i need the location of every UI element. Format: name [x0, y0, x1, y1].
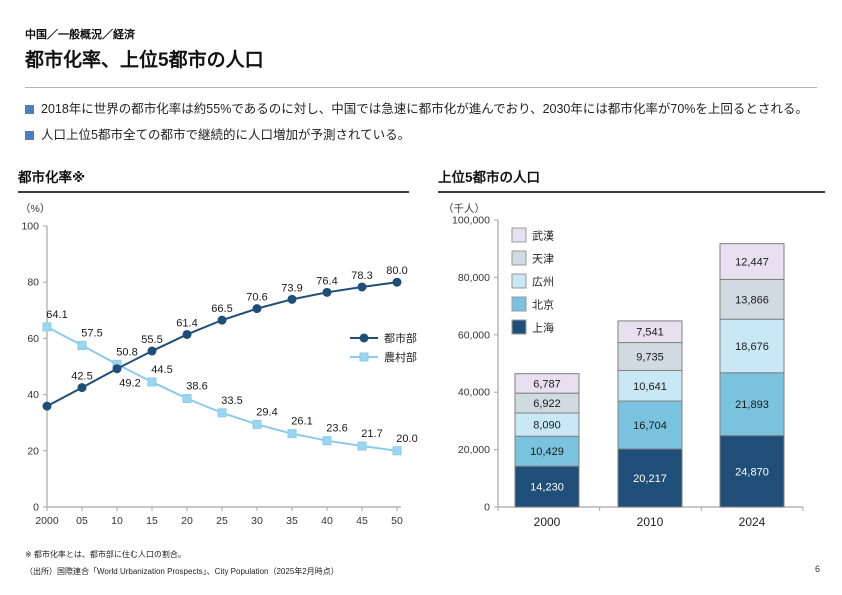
svg-text:0: 0	[484, 502, 490, 514]
bar-2024: 24,870 21,893 18,676 13,866 12,447	[719, 243, 785, 508]
svg-text:天津: 天津	[532, 253, 554, 266]
svg-text:13,866: 13,866	[735, 294, 769, 306]
svg-text:12,447: 12,447	[735, 257, 769, 269]
svg-text:20: 20	[27, 445, 39, 457]
svg-text:都市部: 都市部	[384, 331, 417, 345]
svg-text:武漢: 武漢	[532, 230, 554, 243]
svg-text:広州: 広州	[532, 276, 554, 289]
footnote-source: （出所）国際連合「World Urbanization Prospects」、C…	[25, 567, 339, 576]
title-divider	[25, 87, 817, 88]
svg-text:35: 35	[286, 515, 298, 527]
svg-text:61.4: 61.4	[176, 317, 197, 329]
bullet-item: 人口上位5都市全ての都市で継続的に人口増加が予測されている。	[25, 126, 820, 145]
svg-text:55.5: 55.5	[141, 334, 162, 346]
svg-text:2000: 2000	[534, 515, 561, 529]
svg-text:9,735: 9,735	[636, 352, 664, 364]
svg-text:40: 40	[27, 389, 39, 401]
svg-text:42.5: 42.5	[71, 371, 92, 383]
svg-text:57.5: 57.5	[81, 327, 102, 339]
svg-text:44.5: 44.5	[151, 364, 172, 376]
svg-text:8,090: 8,090	[533, 420, 561, 432]
svg-text:10,641: 10,641	[633, 381, 667, 393]
bullet-square-icon	[25, 105, 34, 114]
page-number: 6	[814, 564, 820, 574]
svg-text:33.5: 33.5	[221, 395, 242, 407]
series-農村部: 64.1 57.5 50.8 44.5 38.6 33.5 29.4 26.1 23.6 21.7…	[42, 309, 418, 456]
line-chart-unit-label: （%）	[20, 203, 51, 215]
bullet-item: 2018年に世界の都市化率は約55%であるのに対し、中国では急速に都市化が進んで…	[25, 100, 820, 119]
summary-bullets: 2018年に世界の都市化率は約55%であるのに対し、中国では急速に都市化が進んで…	[25, 100, 820, 153]
breadcrumb: 中国／一般概況／経済	[25, 29, 135, 41]
svg-text:20,217: 20,217	[633, 473, 667, 485]
footnote-definition: ※ 都市化率とは、都市部に住む人口の割合。	[25, 550, 186, 559]
urbanization-line-chart: 0 20 40 60 80 100 2000 05 10 15 20 25 30 35 40 45 50 64.1…	[21, 221, 418, 528]
svg-text:上海: 上海	[532, 321, 554, 335]
svg-text:2024: 2024	[739, 515, 766, 529]
svg-text:25: 25	[216, 515, 228, 527]
svg-text:80: 80	[27, 277, 39, 289]
svg-text:北京: 北京	[532, 298, 554, 312]
svg-text:10,429: 10,429	[530, 446, 564, 458]
svg-text:24,870: 24,870	[735, 466, 769, 478]
svg-text:21,893: 21,893	[735, 399, 769, 411]
svg-text:40,000: 40,000	[458, 387, 490, 399]
line-chart-axes: 0 20 40 60 80 100 2000 05 10 15 20 25 30 35 40 45 50	[21, 221, 403, 528]
svg-text:45: 45	[356, 515, 368, 527]
svg-text:38.6: 38.6	[186, 381, 207, 393]
svg-text:76.4: 76.4	[316, 275, 337, 287]
bullet-text: 人口上位5都市全ての都市で継続的に人口増加が予測されている。	[41, 128, 411, 143]
svg-text:73.9: 73.9	[281, 282, 302, 294]
svg-text:20,000: 20,000	[458, 444, 490, 456]
svg-text:20.0: 20.0	[396, 433, 417, 445]
svg-text:23.6: 23.6	[326, 423, 347, 435]
svg-text:6,787: 6,787	[533, 378, 561, 390]
svg-text:26.1: 26.1	[291, 416, 312, 428]
svg-text:100: 100	[21, 221, 39, 233]
svg-text:50.8: 50.8	[116, 346, 137, 358]
page-title: 都市化率、上位5都市の人口	[25, 50, 264, 71]
svg-text:農村部: 農村部	[384, 350, 417, 364]
bullet-square-icon	[25, 131, 34, 141]
svg-text:40: 40	[321, 515, 333, 527]
svg-text:16,704: 16,704	[633, 420, 667, 432]
svg-text:2010: 2010	[637, 515, 664, 529]
svg-text:10: 10	[111, 515, 123, 527]
svg-text:14,230: 14,230	[530, 482, 564, 494]
svg-text:21.7: 21.7	[361, 428, 382, 440]
svg-text:50: 50	[391, 515, 403, 527]
svg-text:100,000: 100,000	[452, 215, 490, 227]
svg-text:70.6: 70.6	[246, 292, 267, 304]
bar-chart-title: 上位5都市の人口	[438, 166, 825, 193]
svg-text:6,922: 6,922	[533, 398, 561, 410]
bar-chart-unit-label: （千人）	[443, 203, 485, 215]
svg-text:2000: 2000	[35, 515, 59, 527]
svg-text:18,676: 18,676	[735, 341, 769, 353]
svg-text:20: 20	[181, 515, 193, 527]
bullet-text: 2018年に世界の都市化率は約55%であるのに対し、中国では急速に都市化が進んで…	[41, 102, 808, 116]
svg-text:78.3: 78.3	[351, 270, 372, 282]
svg-text:0: 0	[33, 502, 39, 514]
bar-2000: 14,230 10,429 8,090 6,922 6,787	[514, 373, 580, 508]
svg-text:49.2: 49.2	[119, 378, 140, 390]
svg-text:80.0: 80.0	[386, 265, 407, 277]
svg-text:29.4: 29.4	[256, 406, 277, 418]
svg-text:80,000: 80,000	[458, 272, 490, 284]
line-chart-title: 都市化率※	[18, 166, 409, 193]
svg-text:64.1: 64.1	[46, 309, 67, 321]
svg-text:7,541: 7,541	[636, 327, 664, 339]
svg-text:60: 60	[27, 333, 39, 345]
svg-text:15: 15	[146, 515, 158, 527]
svg-text:30: 30	[251, 515, 263, 527]
top5-cities-bar-chart: 0 20,000 40,000 60,000 80,000 100,000 2000 2010…	[452, 215, 804, 529]
svg-text:66.5: 66.5	[211, 303, 232, 315]
svg-text:60,000: 60,000	[458, 329, 490, 341]
bar-2010: 20,217 16,704 10,641 9,735 7,541	[617, 320, 683, 508]
series-都市部: 42.5 49.2 55.5 61.4 66.5 70.6 73.9 76.4 78.3 80.0	[42, 265, 408, 411]
svg-text:05: 05	[76, 515, 88, 527]
